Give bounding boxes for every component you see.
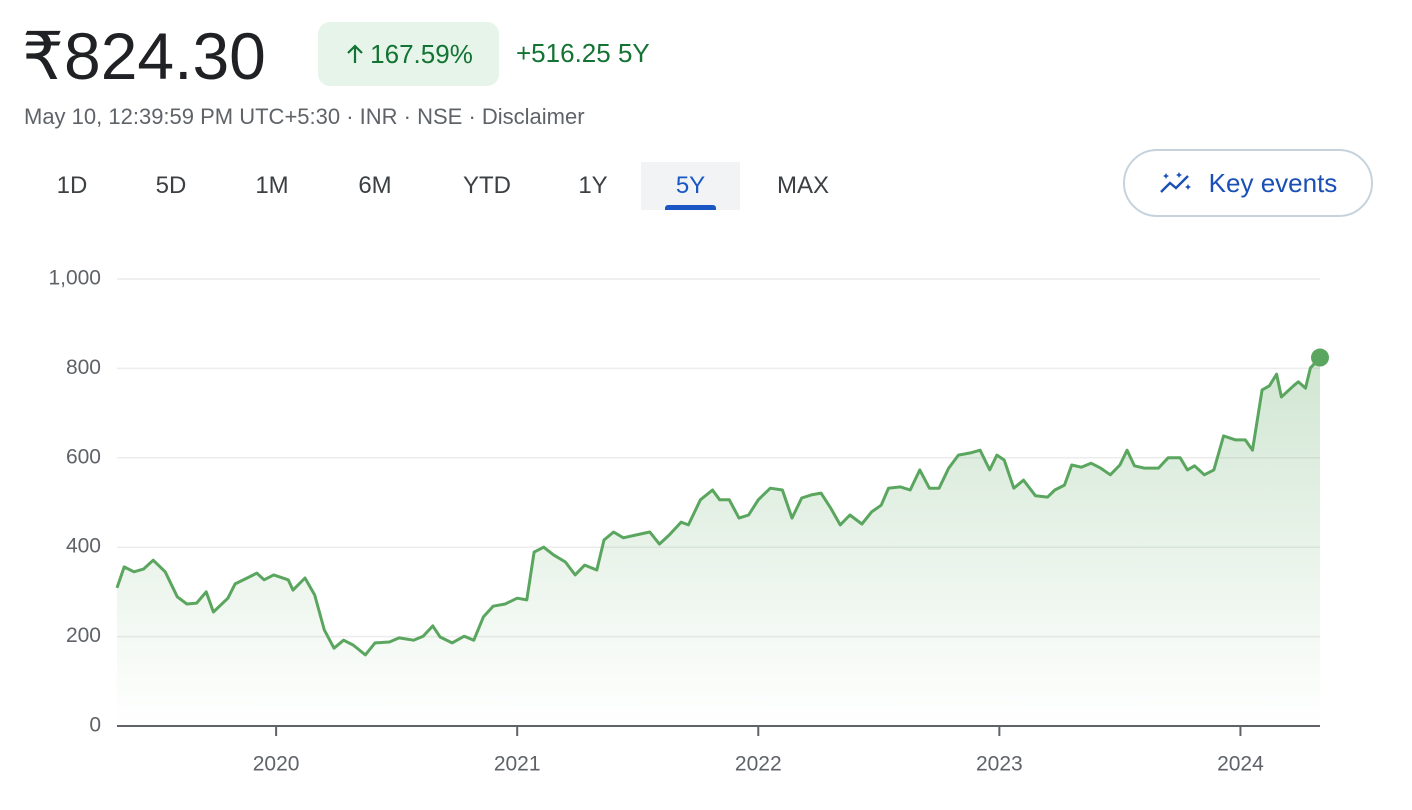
x-tick-label: 2021 [494,753,541,776]
range-button[interactable]: 1D [56,172,88,199]
end-point [1311,348,1329,367]
price-line [115,356,1322,657]
x-tick-label: 2022 [735,753,782,776]
x-tick-label: 2020 [253,753,300,776]
range-button[interactable]: 1Y [578,172,608,199]
key-events-label: Key events [1208,167,1338,198]
y-tick-label: 200 [66,624,101,647]
range-button[interactable]: 6M [358,172,392,199]
period: 5Y [617,38,650,68]
range-button[interactable]: 5D [155,172,187,199]
key-events-button[interactable]: Key events [1123,149,1373,217]
y-tick-label: 0 [89,714,101,737]
y-tick-label: 1,000 [48,267,101,290]
y-tick-label: 400 [66,535,101,558]
x-tick-label: 2023 [976,753,1023,776]
change: +516.25 5Y [516,38,650,69]
area [117,357,1320,726]
change-value: +516.25 [516,38,611,68]
arrow-up-icon [347,44,363,63]
range-button[interactable]: YTD [463,172,511,199]
range-button[interactable]: 5Y [641,162,740,210]
x-tick-label: 2024 [1217,753,1264,776]
change-percent-pill: 167.59% [318,22,499,86]
y-tick-label: 800 [66,356,101,379]
change-percent: 167.59% [370,38,473,69]
range-button[interactable]: 1M [255,172,289,199]
key-events-icon [1159,172,1191,193]
selected-underline [665,205,716,210]
y-tick-label: 600 [66,445,101,468]
range-button[interactable]: MAX [776,172,829,199]
price: ₹824.30 [22,19,266,93]
subtitle: May 10, 12:39:59 PM UTC+5:30 · INR · NSE… [24,104,585,129]
